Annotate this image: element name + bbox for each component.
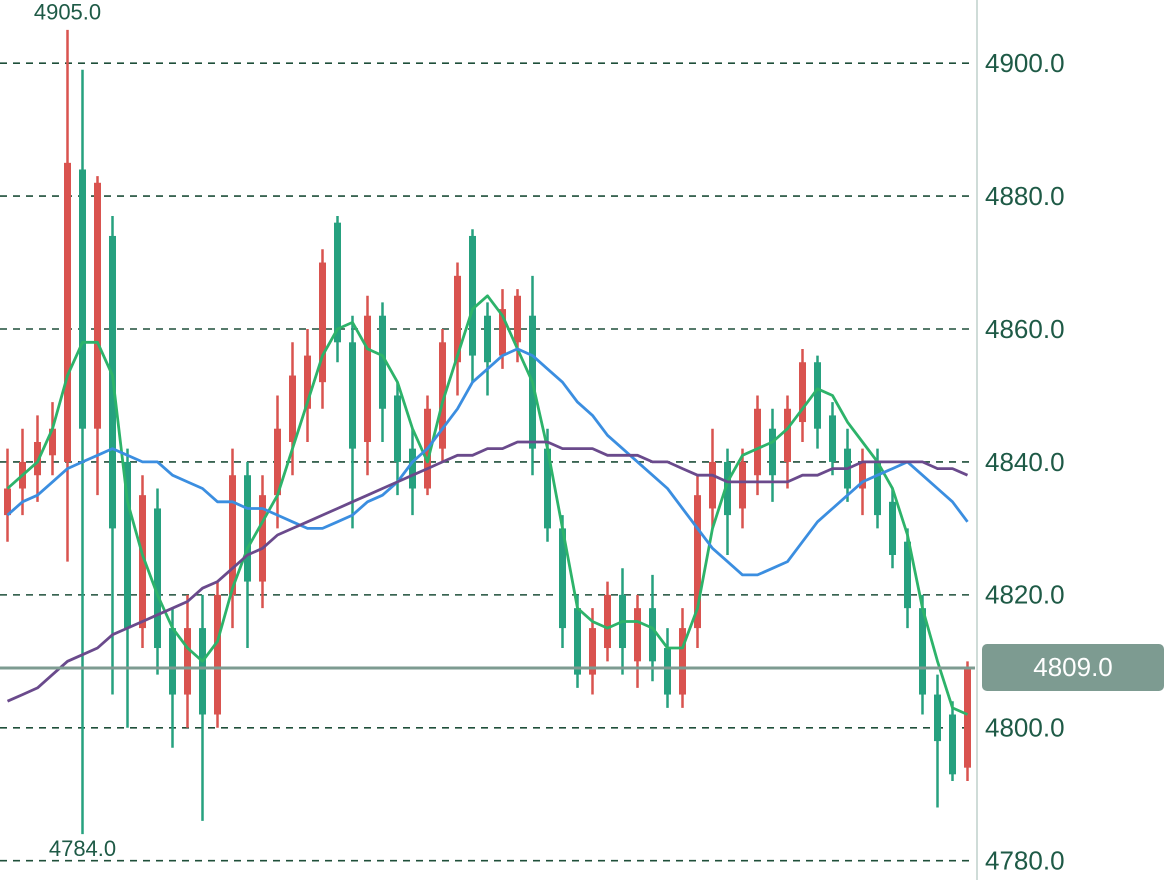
candle-body xyxy=(334,222,341,343)
candle-body xyxy=(724,461,731,516)
candle-body xyxy=(739,461,746,509)
candle-body xyxy=(634,608,641,662)
candle-body xyxy=(589,628,596,675)
candle-body xyxy=(859,461,866,489)
candle-body xyxy=(964,667,971,768)
y-tick-label: 4820.0 xyxy=(985,580,1065,610)
candle-body xyxy=(409,448,416,489)
candle-body xyxy=(79,169,86,429)
moving-average-line xyxy=(6,440,969,703)
y-tick-label: 4860.0 xyxy=(985,314,1065,344)
candle-body xyxy=(184,628,191,695)
candle-body xyxy=(754,408,761,476)
candle-body xyxy=(199,628,206,715)
candle-body xyxy=(784,408,791,462)
candle-body xyxy=(289,375,296,442)
candle-body xyxy=(874,461,881,516)
candle-body xyxy=(514,295,521,343)
candle-body xyxy=(709,461,716,509)
candle-body xyxy=(454,275,461,363)
candle-body xyxy=(124,461,131,629)
candle-body xyxy=(679,628,686,695)
candle-body xyxy=(229,475,236,595)
candle-body xyxy=(4,488,11,516)
candle-body xyxy=(394,395,401,462)
candle-body xyxy=(904,541,911,609)
candle-body xyxy=(649,608,656,662)
candle-body xyxy=(94,182,101,429)
moving-average-line xyxy=(6,347,969,577)
y-tick-label: 4780.0 xyxy=(985,846,1065,876)
y-tick-label: 4900.0 xyxy=(985,48,1065,78)
candle-body xyxy=(154,508,161,649)
candle-body xyxy=(604,594,611,649)
candle-body xyxy=(349,342,356,449)
y-tick-label: 4840.0 xyxy=(985,447,1065,477)
candle-body xyxy=(919,608,926,695)
candle-body xyxy=(934,694,941,742)
candle-body xyxy=(829,415,836,462)
candle-body xyxy=(379,315,386,409)
candle-body xyxy=(49,428,56,456)
candle-body xyxy=(544,448,551,529)
candle-body xyxy=(259,495,266,582)
candle-body xyxy=(319,262,326,383)
candle-body xyxy=(169,628,176,695)
candle-body xyxy=(439,342,446,449)
candle-body xyxy=(574,608,581,675)
price-tag xyxy=(982,643,1164,691)
candle-body xyxy=(364,315,371,442)
candle-body xyxy=(304,355,311,409)
candle-body xyxy=(664,648,671,695)
candle-body xyxy=(814,362,821,429)
candle-body xyxy=(244,475,251,582)
candle-body xyxy=(274,428,281,496)
candle-body xyxy=(64,162,71,462)
candle-body xyxy=(889,501,896,555)
y-tick-label: 4880.0 xyxy=(985,181,1065,211)
candle-body xyxy=(799,362,806,423)
candle-body xyxy=(499,309,506,356)
candle-body xyxy=(484,315,491,363)
candle-body xyxy=(214,594,221,715)
min-label: 4784.0 xyxy=(49,836,116,861)
candle-body xyxy=(694,495,701,629)
max-label: 4905.0 xyxy=(34,0,101,25)
moving-average-line xyxy=(6,294,969,716)
candle-body xyxy=(769,428,776,476)
price-tag-label: 4809.0 xyxy=(1033,652,1113,682)
candle-body xyxy=(139,495,146,629)
candle-body xyxy=(949,714,956,775)
candle-body xyxy=(469,235,476,356)
y-tick-label: 4800.0 xyxy=(985,713,1065,743)
candle-body xyxy=(559,528,566,629)
